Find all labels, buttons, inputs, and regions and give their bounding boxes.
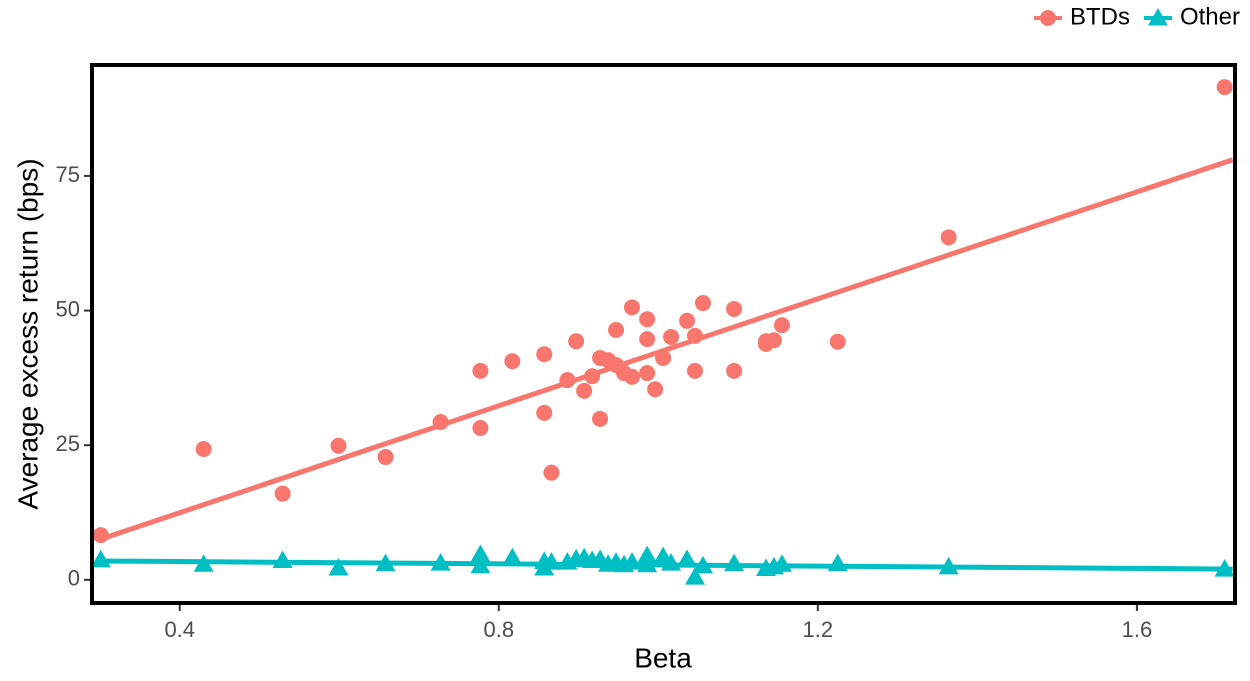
point [541,552,562,570]
point [677,549,698,567]
point [1216,79,1233,96]
x-tick-label: 0.8 [483,617,514,642]
point [90,549,111,568]
point [647,381,664,398]
point [592,410,609,427]
point [639,311,656,328]
point [639,365,656,382]
point [623,299,640,316]
point [92,527,109,544]
point [661,553,682,571]
point [559,372,576,389]
point [274,485,291,502]
point [726,300,743,317]
point [430,553,451,571]
point [377,449,394,466]
point [472,362,489,379]
fit-line [99,157,1234,542]
plot-border [90,63,1237,605]
point [938,556,959,575]
x-axis-title: Beta [634,642,692,673]
point [543,464,560,481]
point [608,321,625,338]
point [576,382,593,399]
point [773,317,790,334]
point [687,327,704,344]
legend-label: BTDs [1070,3,1130,30]
point [639,331,656,348]
x-tick-label: 0.4 [164,617,195,642]
point [432,414,449,431]
point [272,550,293,568]
point [726,362,743,379]
point [330,437,347,454]
x-tick-label: 1.6 [1122,617,1153,642]
legend-label: Other [1180,3,1240,30]
point [568,333,585,350]
point [679,312,696,329]
point [536,346,553,363]
point [685,567,706,585]
point [504,353,521,370]
point [193,554,214,572]
point [655,349,672,366]
y-tick-label: 0 [68,566,80,591]
point [470,555,491,574]
point [536,404,553,421]
x-tick-label: 1.2 [803,617,834,642]
point [765,332,782,349]
point [687,362,704,379]
point [195,440,212,457]
point [637,545,658,564]
point [472,419,489,436]
point [328,557,349,576]
legend-key [1039,10,1056,26]
y-tick-label: 50 [56,296,80,321]
point [663,328,680,345]
point [940,229,957,246]
point [694,295,711,312]
point [621,552,642,570]
point [692,555,713,574]
legend-key [1147,8,1168,26]
point [827,553,848,572]
point [1214,559,1235,577]
y-tick-label: 75 [56,162,80,187]
y-tick-label: 25 [56,431,80,456]
point [829,333,846,350]
point [584,368,601,385]
point [375,553,396,572]
point [637,554,658,573]
point [623,368,640,385]
point [502,547,523,566]
y-axis-title: Average excess return (bps) [12,158,43,509]
point [470,544,491,563]
point [724,553,745,572]
point [771,554,792,572]
